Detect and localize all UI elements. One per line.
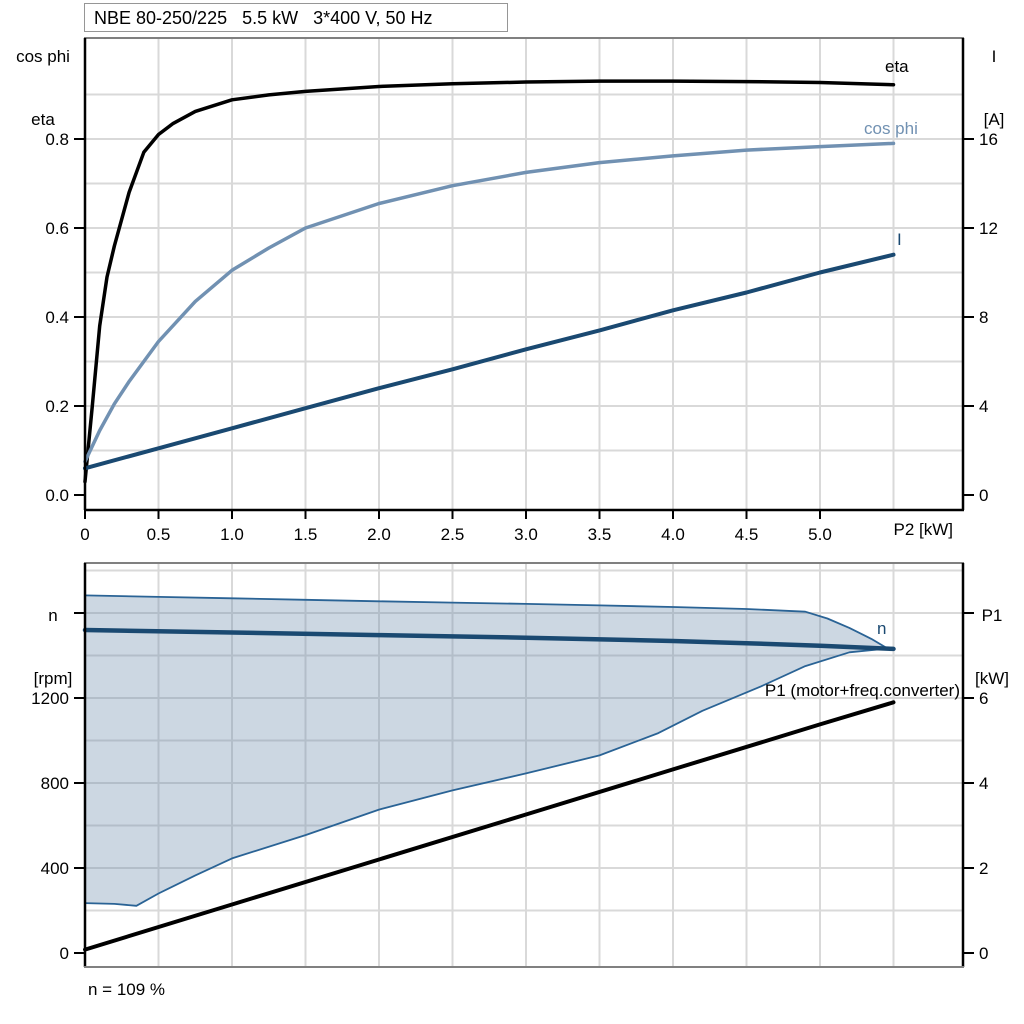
y-tick-label: 0.6 bbox=[45, 219, 69, 238]
y-axis-title-line1: P1 bbox=[981, 606, 1003, 625]
chart-title: NBE 80-250/225 5.5 kW 3*400 V, 50 Hz bbox=[84, 3, 508, 32]
y-tick-label: 0.4 bbox=[45, 308, 69, 327]
speed-range-lower-limit bbox=[84, 647, 889, 907]
x-tick-label: 3.0 bbox=[514, 525, 538, 544]
y-tick-label: 0 bbox=[979, 944, 988, 963]
x-tick-label: 0.5 bbox=[147, 525, 171, 544]
y-axis-title-line1: I bbox=[991, 47, 997, 66]
y-axis-title-line2: [A] bbox=[983, 110, 1005, 129]
eta-curve bbox=[83, 79, 896, 484]
cos-phi-curve bbox=[83, 141, 896, 464]
curve-label-cosphi: cos phi bbox=[864, 119, 918, 138]
y-tick-label: 0.8 bbox=[45, 130, 69, 149]
y-axis-title-cosphi-eta: cos phi eta bbox=[4, 4, 82, 172]
n-curve bbox=[82, 627, 896, 652]
x-axis-title-p2: P2 [kW] bbox=[893, 520, 953, 539]
y-tick-label: 0 bbox=[60, 944, 69, 963]
x-tick-label: 1.0 bbox=[220, 525, 244, 544]
y-tick-label: 2 bbox=[979, 859, 988, 878]
x-tick-label: 3.5 bbox=[588, 525, 612, 544]
y-tick-label: 400 bbox=[41, 859, 69, 878]
x-tick-label: 4.0 bbox=[661, 525, 685, 544]
y-tick-label: 4 bbox=[979, 397, 988, 416]
curve-label-p1: P1 (motor+freq.converter) bbox=[764, 681, 960, 700]
y-tick-label: 0 bbox=[979, 486, 988, 505]
y-tick-label: 8 bbox=[979, 308, 988, 327]
y-axis-title-line2: eta bbox=[31, 110, 55, 129]
x-tick-label: 0 bbox=[80, 525, 89, 544]
curve-label-eta: eta bbox=[885, 57, 909, 76]
y-tick-label: 0.0 bbox=[45, 486, 69, 505]
y-axis-title-speed: n [rpm] bbox=[16, 563, 90, 731]
x-tick-label: 2.0 bbox=[367, 525, 391, 544]
y-tick-label: 12 bbox=[979, 219, 998, 238]
y-tick-label: 16 bbox=[979, 130, 998, 149]
x-tick-label: 5.0 bbox=[808, 525, 832, 544]
curve-label-current: I bbox=[897, 230, 902, 249]
curve-label-n: n bbox=[877, 619, 887, 638]
speed-range-band bbox=[85, 595, 888, 906]
x-tick-label: 2.5 bbox=[441, 525, 465, 544]
p1-motor-freq-converter--curve bbox=[83, 700, 896, 952]
y-tick-label: 0.2 bbox=[45, 397, 69, 416]
y-tick-label: 1200 bbox=[31, 689, 69, 708]
y-axis-title-p1: P1 [kW] bbox=[962, 563, 1022, 731]
speed-percentage-note: n = 109 % bbox=[88, 980, 166, 999]
speed-range-upper-limit bbox=[84, 594, 889, 650]
x-tick-label: 1.5 bbox=[294, 525, 318, 544]
y-tick-label: 800 bbox=[41, 774, 69, 793]
y-axis-title-current: I [A] bbox=[966, 4, 1022, 172]
y-tick-label: 4 bbox=[979, 774, 988, 793]
y-axis-title-line1: n bbox=[48, 606, 58, 625]
i-curve bbox=[83, 252, 896, 471]
y-axis-title-line2: [rpm] bbox=[33, 669, 73, 688]
x-tick-label: 4.5 bbox=[735, 525, 759, 544]
y-axis-title-line2: [kW] bbox=[975, 669, 1009, 688]
y-axis-title-line1: cos phi bbox=[16, 47, 70, 66]
y-tick-label: 6 bbox=[979, 689, 988, 708]
